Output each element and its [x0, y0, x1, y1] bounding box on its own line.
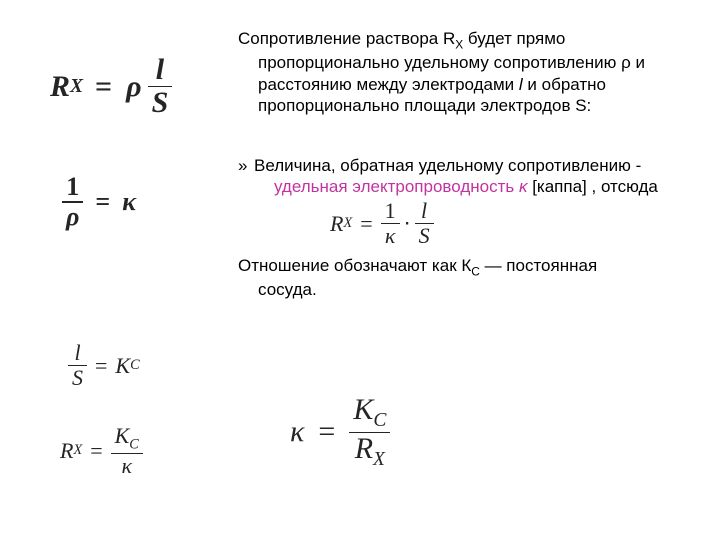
- slide: Сопротивление раствора RX будет прямо пр…: [0, 0, 720, 540]
- paragraph-2: »Величина, обратная удельному сопротивле…: [238, 155, 698, 198]
- p1-line1-pre: Сопротивление раствора R: [238, 29, 455, 48]
- f4-l: l: [70, 342, 84, 364]
- p3-line2: сосуда.: [258, 280, 317, 299]
- formula-kappa-def: 1 ρ = κ: [62, 172, 136, 230]
- f2-one: 1: [62, 174, 83, 200]
- f1-l: l: [152, 55, 168, 85]
- f1-Rsub: X: [70, 76, 87, 98]
- p1-line3-post: и обратно: [523, 75, 606, 94]
- paragraph-1: Сопротивление раствора RX будет прямо пр…: [238, 28, 688, 116]
- f1-R: R: [50, 70, 70, 104]
- f4-K: K: [115, 353, 130, 379]
- f4-S: S: [68, 367, 87, 389]
- p1-line1-post: будет прямо: [463, 29, 565, 48]
- f5-kappa: κ: [117, 455, 136, 477]
- f6-eq: =: [304, 415, 349, 449]
- f3-eq: =: [352, 211, 380, 237]
- p1-line1-sub: X: [455, 37, 463, 51]
- p1-line2-post: и: [631, 53, 645, 72]
- p1-line4: пропорционально площади электродов S:: [258, 96, 591, 115]
- f3-dot: ⋅: [400, 211, 415, 237]
- f6-R: R: [355, 432, 373, 465]
- formula-rx-kappa: RX = 1 κ ⋅ l S: [330, 200, 434, 247]
- p1-line2-pre: пропорционально удельному сопротивлению: [258, 53, 621, 72]
- f4-eq: =: [87, 353, 115, 379]
- f1-S: S: [148, 88, 173, 118]
- formula-rx-rho: RX = ρ l S: [50, 55, 172, 118]
- p1-line2-rho: ρ: [621, 53, 631, 72]
- f3-kappa: κ: [381, 225, 400, 247]
- p2-line1: Величина, обратная удельному сопротивлен…: [254, 156, 641, 175]
- formula-kc-def: l S = KC: [68, 340, 140, 389]
- f1-eq: =: [87, 70, 120, 104]
- f5-eq: =: [82, 438, 110, 464]
- p3-line1-pre: Отношение обозначают как К: [238, 256, 471, 275]
- p3-line1-sub: С: [471, 264, 480, 278]
- f6-K: K: [353, 393, 373, 426]
- f3-Rsub: X: [343, 215, 352, 232]
- f4-Ksub: C: [130, 357, 140, 374]
- p2-bullet: »: [238, 155, 254, 176]
- p2-line2-pink-pre: удельная электропроводность: [274, 177, 519, 196]
- p2-line2-post: [каппа] , отсюда: [527, 177, 657, 196]
- f3-S: S: [415, 225, 434, 247]
- f6-Rsub: X: [373, 449, 385, 470]
- f3-R: R: [330, 211, 343, 237]
- f3-one: 1: [381, 200, 400, 222]
- f2-rho: ρ: [62, 204, 83, 230]
- p1-line3-pre: расстоянию между электродами: [258, 75, 519, 94]
- f5-K: K: [115, 423, 130, 448]
- f6-Ksub: C: [373, 410, 386, 431]
- formula-kappa-result: κ = KC RX: [290, 395, 390, 469]
- f2-kappa: κ: [122, 187, 136, 217]
- paragraph-3: Отношение обозначают как КС — постоянная…: [238, 255, 688, 301]
- f5-Rsub: X: [73, 442, 82, 459]
- f5-Ksub: C: [129, 436, 139, 452]
- formula-rx-kc: RX = KC κ: [60, 425, 143, 477]
- p3-line1-post: — постоянная: [480, 256, 597, 275]
- f1-rho: ρ: [120, 70, 147, 104]
- f2-eq: =: [83, 187, 122, 217]
- f3-l: l: [417, 200, 431, 222]
- f5-R: R: [60, 438, 73, 464]
- f6-kappa: κ: [290, 415, 304, 449]
